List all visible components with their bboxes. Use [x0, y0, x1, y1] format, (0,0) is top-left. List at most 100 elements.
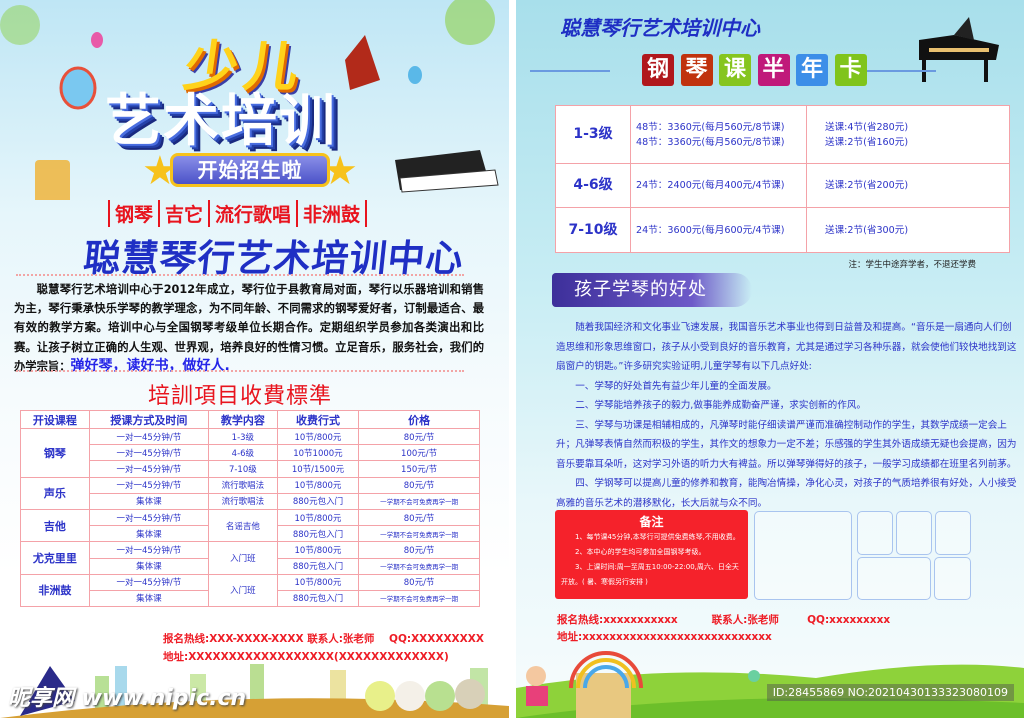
teaching-content: 1-3级 — [207, 427, 278, 446]
price: 一学期不会可免费再学一期 — [358, 557, 480, 575]
fee-type: 10节/800元 — [276, 427, 360, 446]
teaching-mode: 集体课 — [88, 557, 209, 575]
decor-balloons-icon — [0, 0, 499, 200]
table-row: 钢琴 一对一45分钟/节 1-3级 10节/800元 80元/节 — [20, 427, 480, 478]
price-note: 注：学生中途弃学者，不退还学费 — [848, 260, 976, 270]
subject-item: 钢琴 — [108, 200, 158, 227]
org-title: 聪慧琴行艺术培训中心 — [560, 16, 760, 40]
motto: 弹好琴，读好书，做好人. — [70, 357, 230, 374]
gift-line: 送课:2节(省200元) — [825, 180, 909, 191]
teaching-mode: 一对一45分钟/节 — [88, 427, 209, 446]
enrollment-banner: ★ ★ 开始招生啦 — [142, 148, 358, 194]
teaching-mode: 集体课 — [88, 525, 209, 543]
table-row: 声乐 一对一45分钟/节 流行歌唱法 10节/800元 80元/节 — [20, 476, 480, 510]
teaching-content: 流行歌唱法 — [207, 476, 278, 494]
photo-frame — [934, 557, 971, 600]
price-line: 48节：3360元(每月560元/8节课) — [636, 121, 785, 133]
qq: QQ:XXXXXXXXX — [389, 633, 484, 645]
divider — [16, 370, 464, 372]
half-year-card-title: 钢琴课半年卡 — [526, 54, 936, 88]
benefit-paragraph: 一、学琴的好处首先有益少年儿童的全面发展。 — [575, 380, 777, 392]
teaching-mode: 一对一45分钟/节 — [88, 460, 209, 478]
banner-text: 开始招生啦 — [170, 153, 330, 187]
teaching-mode: 一对一45分钟/节 — [88, 573, 209, 591]
course-name: 吉他 — [20, 508, 90, 543]
price-line: 48节：3360元(每月560元/8节课) — [636, 136, 785, 148]
hotline: 报名热线:XXX-XXXX-XXXX 联系人:张老师 — [163, 633, 375, 645]
card-char: 琴 — [680, 54, 713, 86]
teaching-content: 入门班 — [207, 573, 278, 608]
city-scenery — [0, 664, 509, 718]
gift-line: 送课:4节(省280元) — [825, 121, 909, 133]
price: 一学期不会可免费再学一期 — [358, 525, 480, 543]
table-row: 尤克里里 一对一45分钟/节 入门班 10节/800元 80元/节 — [20, 541, 480, 575]
photo-frame — [857, 511, 893, 555]
photo-frame — [754, 511, 852, 600]
level: 7-10级 — [555, 207, 631, 253]
price: 80元/节 — [358, 427, 480, 446]
intro-text: 聪慧琴行艺术培训中心于2012年成立，琴行位于县教育局对面，琴行以乐器培训和销售… — [14, 283, 484, 373]
subject-item: 非洲鼓 — [296, 200, 368, 227]
teaching-mode: 集体课 — [88, 589, 209, 608]
course-name: 尤克里里 — [20, 541, 90, 575]
benefit-paragraph: 随着我国经济和文化事业飞速发展，我国音乐艺术事业也得到日益普及和提高。“音乐是一… — [556, 322, 1017, 372]
table-row: 集体课 880元包入门 一学期不会可免费再学一期 — [21, 525, 480, 543]
fee-type: 880元包入门 — [276, 525, 360, 543]
nipic-watermark: 昵享网 www.nipic.cn — [8, 686, 247, 711]
divider — [16, 274, 464, 276]
fee-header: 收费行式 — [276, 410, 360, 429]
price: 80元/节 — [358, 476, 480, 494]
contact-line: 报名热线:xxxxxxxxxxx 联系人:张老师 QQ:xxxxxxxxx — [557, 612, 890, 627]
subject-list: 钢琴 吉它 流行歌唱 非洲鼓 — [108, 200, 368, 227]
address: 地址:xxxxxxxxxxxxxxxxxxxxxxxxxxxx — [557, 631, 772, 643]
benefits-title: 孩子学琴的好处 — [552, 273, 752, 307]
price: 80元/节 — [358, 508, 480, 527]
memo-item: 1、每节课45分钟,本琴行可提供免费练琴,不用收费。 — [575, 533, 740, 541]
teaching-mode: 集体课 — [88, 492, 209, 510]
table-row: 7-10级 24节：3600元(每月600元/4节课) 送课:2节(省300元) — [555, 207, 1010, 253]
fee-type: 880元包入门 — [276, 589, 360, 608]
table-row: 集体课 流行歌唱法 880元包入门 一学期不会可免费再学一期 — [21, 492, 480, 510]
subject-item: 流行歌唱 — [208, 200, 296, 227]
fee-type: 10节/1500元 — [276, 460, 360, 478]
fee-section-title: 培訓項目收費標準 — [148, 384, 333, 409]
right-page: 聪慧琴行艺术培训中心 钢琴课半年卡 1-3级 48节：3360元(每月560元/8… — [516, 0, 1024, 718]
benefit-paragraph: 四、学钢琴可以提高儿童的修养和教育，能陶冶情操，净化心灵，对孩子的气质培养很有好… — [556, 478, 1017, 509]
teaching-mode: 一对一45分钟/节 — [88, 476, 209, 494]
price: 150元/节 — [358, 460, 480, 478]
headline-main: 艺术培训 — [105, 89, 337, 154]
fee-table: 开设课程 授课方式及时间 教学内容 收费行式 价格 钢琴 一对一45分钟/节 1-3级 10节… — [20, 410, 480, 608]
course-name: 声乐 — [20, 476, 90, 510]
fee-type: 880元包入门 — [276, 557, 360, 575]
course-name: 非洲鼓 — [20, 573, 90, 608]
gift-cell: 送课:4节(省280元) 送课:2节(省160元) — [806, 105, 1010, 164]
fee-header: 价格 — [358, 410, 480, 429]
divider — [530, 70, 610, 72]
table-row: 集体课 880元包入门 一学期不会可免费再学一期 — [21, 589, 480, 608]
teaching-content: 流行歌唱法 — [207, 492, 278, 510]
card-char: 课 — [719, 54, 751, 86]
gift-cell: 送课:2节(省200元) — [806, 163, 1010, 208]
teaching-content: 入门班 — [207, 541, 278, 575]
price-line: 24节：3600元(每月600元/4节课) — [636, 224, 785, 236]
contact-person: 联系人:张老师 — [711, 614, 779, 626]
photo-frame — [857, 557, 931, 600]
photo-frame — [935, 511, 971, 555]
price: 100元/节 — [358, 444, 480, 462]
card-char: 年 — [796, 54, 828, 86]
price: 80元/节 — [358, 541, 480, 559]
fee-type: 10节1000元 — [276, 444, 360, 462]
card-char: 半 — [757, 54, 790, 86]
benefits-text: 随着我国经济和文化事业飞速发展，我国音乐艺术事业也得到日益普及和提高。“音乐是一… — [556, 318, 1018, 513]
fee-type: 10节/800元 — [276, 573, 360, 591]
price: 一学期不会可免费再学一期 — [358, 492, 480, 510]
fee-header: 开设课程 — [20, 410, 90, 429]
fee-type: 880元包入门 — [276, 492, 360, 510]
price-line: 24节：2400元(每月400元/4节课) — [636, 180, 785, 191]
memo-item: 2、本中心的学生均可参加全国钢琴考级。 — [575, 548, 706, 556]
card-char: 钢 — [642, 54, 674, 86]
fee-header: 授课方式及时间 — [88, 410, 209, 429]
subject-item: 吉它 — [158, 200, 208, 227]
table-row: 非洲鼓 一对一45分钟/节 入门班 10节/800元 80元/节 — [20, 573, 480, 608]
contact-line: 报名热线:XXX-XXXX-XXXX 联系人:张老师 QQ:XXXXXXXXX — [163, 631, 484, 646]
